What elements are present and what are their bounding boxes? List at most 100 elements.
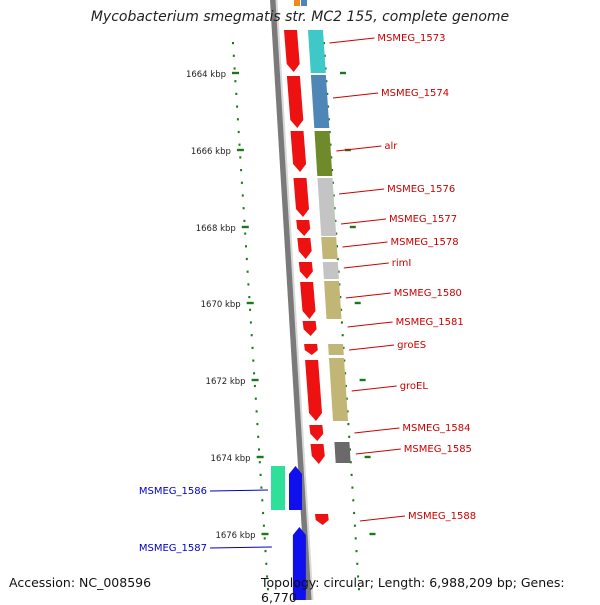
tick-dot <box>236 105 239 108</box>
ruler-label: 1670 kbp <box>201 300 241 310</box>
tick-dot <box>238 143 241 146</box>
gene-arrow-msmeg-1584 <box>309 425 324 441</box>
gene-label-connector <box>339 188 385 195</box>
gene-label-msmeg-1576: MSMEG_1576 <box>387 184 455 195</box>
backbone-highlight <box>275 0 314 600</box>
gene-label-msmeg-1587: MSMEG_1587 <box>139 543 207 554</box>
gene-label-msmeg-1580: MSMEG_1580 <box>394 288 462 299</box>
tick-dot <box>232 54 235 57</box>
partial-feature <box>301 0 307 6</box>
tick-dot <box>240 181 243 184</box>
ruler-label: 1674 kbp <box>211 454 251 464</box>
tick-dot <box>253 372 256 375</box>
tick-dot <box>356 562 359 565</box>
tick-dot <box>331 169 334 172</box>
ruler-tick <box>241 225 249 229</box>
ruler-tick <box>354 301 361 305</box>
cog-bar-msmeg-1586 <box>271 466 285 510</box>
cog-bar-msmeg-1576 <box>317 178 337 236</box>
ruler-tick <box>246 301 254 305</box>
tick-dot <box>247 283 250 286</box>
cog-bar-groes <box>328 344 344 355</box>
tick-dot <box>353 511 356 515</box>
gene-arrow-msmeg-1574 <box>286 76 304 128</box>
tick-dot <box>354 537 357 540</box>
tick-dot <box>267 588 269 591</box>
tick-dot <box>244 232 247 235</box>
gene-arrow-msmeg-1588 <box>315 514 329 525</box>
tick-dot <box>323 42 325 45</box>
ruler-tick <box>261 532 269 536</box>
tick-dot <box>336 245 338 248</box>
backbone-outer <box>270 0 312 600</box>
tick-dot <box>343 359 346 362</box>
tick-dot <box>258 461 261 464</box>
ruler-tick <box>340 71 346 75</box>
cog-bar-msmeg-1578 <box>321 237 338 259</box>
cog-bar-alr <box>314 131 333 176</box>
tick-dot <box>262 524 265 527</box>
ruler-ticks: 1664 kbp 1666 kbp 1668 kbp 1670 kbp 1672 kbp… <box>186 70 376 541</box>
tick-dot <box>342 346 345 349</box>
cog-bar-rimi <box>322 262 339 279</box>
tick-dot <box>243 219 246 222</box>
tick-dot <box>352 499 355 502</box>
tick-dot <box>265 562 268 565</box>
map-title: Mycobacterium smegmatis str. MC2 155, co… <box>90 9 510 25</box>
gene-label-connector <box>342 241 388 248</box>
gene-label-connector <box>359 515 406 522</box>
ruler-tick <box>359 378 366 382</box>
gene-label-connector <box>209 489 269 492</box>
cog-bars <box>271 30 351 510</box>
tick-dot <box>250 334 253 337</box>
cog-bar-msmeg-1574 <box>310 75 330 128</box>
gene-label-msmeg-1573: MSMEG_1573 <box>377 33 445 44</box>
ruler-label: 1666 kbp <box>191 147 231 157</box>
gene-arrow-msmeg-1576 <box>293 178 309 217</box>
tick-dot <box>358 588 360 591</box>
tick-dot <box>232 42 234 45</box>
gene-arrow-groel <box>305 360 322 421</box>
gene-label-msmeg-1578: MSMEG_1578 <box>391 237 459 248</box>
tick-dot <box>355 550 358 553</box>
gene-label-connector <box>351 385 397 392</box>
ruler-label: 1676 kbp <box>215 531 255 541</box>
gene-label-msmeg-1586: MSMEG_1586 <box>139 486 207 497</box>
tick-dot <box>336 257 339 261</box>
accession-text: Accession: NC_008596 <box>9 575 152 590</box>
gene-label-connector <box>347 321 393 328</box>
tick-dot <box>331 181 334 184</box>
tick-dot <box>257 435 260 438</box>
gene-arrow-msmeg-1585 <box>310 444 325 464</box>
tick-dot <box>327 105 330 108</box>
gene-label-connector <box>345 292 391 299</box>
gene-label-groel: groEL <box>400 381 429 392</box>
tick-dot <box>258 448 260 451</box>
genome-backbone <box>270 0 314 600</box>
gene-arrow-msmeg-1581 <box>302 321 317 336</box>
tick-dot <box>328 130 331 134</box>
gene-label-msmeg-1574: MSMEG_1574 <box>381 88 449 99</box>
tick-dot <box>346 410 349 413</box>
tick-dot <box>338 283 341 286</box>
tick-dot <box>324 67 327 70</box>
tick-dot <box>236 118 239 121</box>
tick-dot <box>353 524 356 527</box>
tick-dot <box>259 473 262 476</box>
tick-dot <box>233 67 236 70</box>
ruler-tick <box>251 378 259 382</box>
tick-dot <box>235 92 238 95</box>
tick-dot <box>245 257 248 261</box>
tick-dot <box>325 80 328 83</box>
tick-dot <box>249 321 252 324</box>
gene-label-msmeg-1581: MSMEG_1581 <box>396 317 464 328</box>
gene-label-connector <box>209 546 272 549</box>
tick-dot <box>266 575 269 578</box>
cog-bar-msmeg-1573 <box>308 30 326 73</box>
tick-dot <box>242 207 245 210</box>
cog-bar-groel <box>329 358 348 421</box>
gene-arrow-msmeg-1586 <box>289 466 302 510</box>
tick-dot <box>239 156 242 159</box>
